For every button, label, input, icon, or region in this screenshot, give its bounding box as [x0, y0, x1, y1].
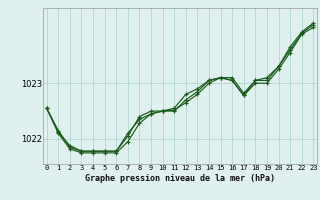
X-axis label: Graphe pression niveau de la mer (hPa): Graphe pression niveau de la mer (hPa)	[85, 174, 275, 183]
